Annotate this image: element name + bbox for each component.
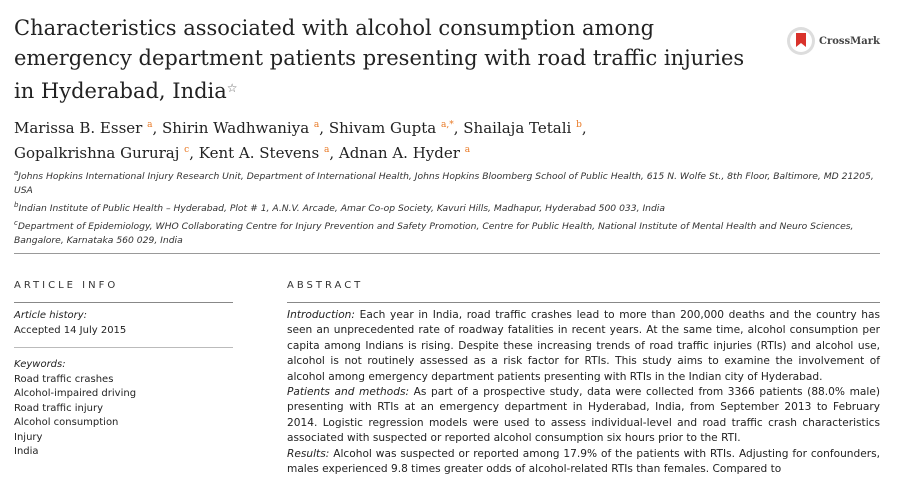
- affiliation-text: Johns Hopkins International Injury Resea…: [14, 171, 874, 196]
- keywords-label: Keywords:: [14, 359, 66, 370]
- section-text: As part of a prospective study, data wer…: [287, 386, 880, 445]
- affiliation: cDepartment of Epidemiology, WHO Collabo…: [14, 216, 884, 248]
- divider: [14, 347, 233, 348]
- crossmark-logo[interactable]: CrossMark: [786, 26, 880, 56]
- affiliation-mark: b: [14, 201, 19, 209]
- divider: [287, 302, 880, 303]
- keyword: India: [14, 446, 39, 457]
- section-label: Introduction:: [287, 309, 355, 321]
- author-name: Marissa B. Esser: [14, 119, 143, 137]
- article-history: Article history: Accepted 14 July 2015: [14, 309, 126, 338]
- history-label: Article history:: [14, 310, 88, 321]
- author-affiliation-mark[interactable]: a: [313, 120, 320, 130]
- article-info-heading: ARTICLE INFO: [14, 280, 119, 291]
- abstract-section: Patients and methods: As part of a prosp…: [287, 385, 880, 447]
- divider: [14, 253, 880, 254]
- affiliation: bIndian Institute of Public Health – Hyd…: [14, 198, 884, 216]
- keywords: Keywords: Road traffic crashes Alcohol-im…: [14, 358, 136, 460]
- keyword: Alcohol consumption: [14, 417, 119, 428]
- affiliations: aJohns Hopkins International Injury Rese…: [14, 166, 884, 248]
- keyword: Road traffic crashes: [14, 373, 114, 385]
- author-name: Shailaja Tetali: [463, 119, 572, 137]
- abstract-section: Introduction: Each year in India, road t…: [287, 308, 880, 385]
- author-affiliation-mark[interactable]: a: [147, 120, 153, 130]
- keyword: Injury: [14, 431, 43, 443]
- section-label: Patients and methods:: [287, 386, 410, 399]
- divider: [14, 302, 233, 303]
- abstract-section: Results: Alcohol was suspected or report…: [287, 447, 880, 478]
- author-name: Gopalkrishna Gururaj: [14, 144, 180, 162]
- title-text: Characteristics associated with alcohol …: [14, 16, 745, 103]
- crossmark-icon: [787, 27, 815, 55]
- section-text: Alcohol was suspected or reported among …: [287, 447, 880, 476]
- author-list: Marissa B. Esser a, Shirin Wadhwaniya a,…: [14, 119, 587, 162]
- keyword: Alcohol-impaired driving: [14, 388, 137, 399]
- affiliation-text: Department of Epidemiology, WHO Collabor…: [14, 221, 854, 246]
- section-label: Results:: [287, 447, 330, 460]
- section-text: Each year in India, road traffic crashes…: [287, 309, 880, 383]
- abstract-body: Introduction: Each year in India, road t…: [287, 308, 880, 477]
- author-affiliation-mark[interactable]: b: [576, 120, 582, 130]
- keyword: Road traffic injury: [14, 402, 104, 414]
- affiliation-mark: a: [14, 169, 19, 177]
- author-affiliation-mark[interactable]: a: [323, 145, 330, 155]
- author-name: Adnan A. Hyder: [338, 144, 460, 162]
- abstract-heading: ABSTRACT: [287, 280, 364, 291]
- author-name: Shivam Gupta: [328, 119, 437, 137]
- accepted-date: Accepted 14 July 2015: [14, 324, 127, 336]
- author-affiliation-mark[interactable]: a,*: [440, 120, 454, 130]
- affiliation-mark: c: [14, 219, 18, 227]
- affiliation-text: Indian Institute of Public Health – Hyde…: [18, 203, 665, 214]
- paper-title: Characteristics associated with alcohol …: [14, 13, 754, 106]
- title-footnote-mark[interactable]: ☆: [226, 81, 238, 95]
- crossmark-label: CrossMark: [819, 35, 880, 47]
- author-name: Kent A. Stevens: [198, 144, 320, 162]
- author-name: Shirin Wadhwaniya: [162, 119, 310, 137]
- author-affiliation-mark[interactable]: a: [464, 145, 471, 155]
- author-affiliation-mark[interactable]: c: [184, 145, 190, 155]
- affiliation: aJohns Hopkins International Injury Rese…: [14, 166, 884, 198]
